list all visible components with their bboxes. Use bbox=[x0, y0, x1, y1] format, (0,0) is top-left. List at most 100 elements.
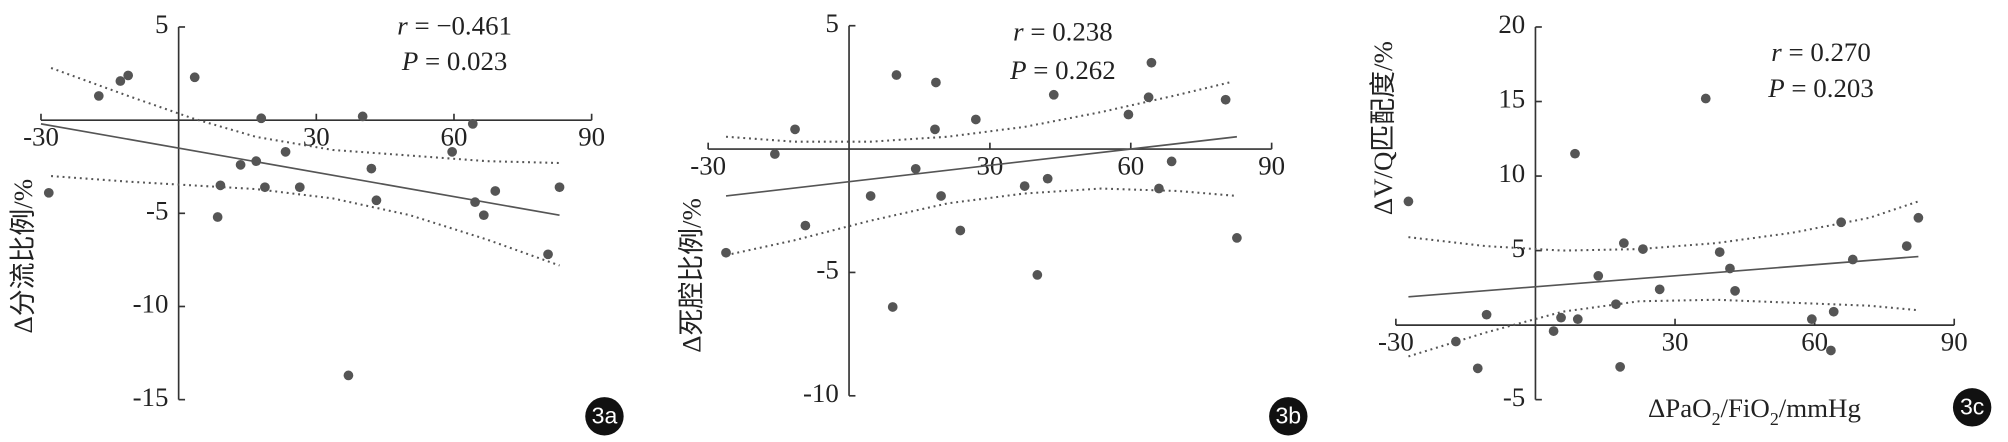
point bbox=[1826, 345, 1836, 356]
point bbox=[1901, 241, 1912, 251]
point bbox=[1828, 306, 1839, 317]
point bbox=[43, 187, 54, 198]
point bbox=[1232, 233, 1242, 243]
point bbox=[1143, 92, 1154, 103]
point bbox=[554, 182, 565, 193]
x-tick-label: -30 bbox=[690, 150, 726, 180]
point bbox=[910, 163, 921, 174]
point bbox=[1836, 217, 1847, 228]
point bbox=[1572, 314, 1583, 325]
x-tick-label: 30 bbox=[1662, 326, 1689, 356]
stat-label: r = −0.461 bbox=[397, 10, 512, 40]
point bbox=[1725, 263, 1735, 274]
point bbox=[1481, 309, 1492, 320]
x-axis-label-part: /FiO bbox=[1721, 393, 1770, 423]
x-axis-label-part: ΔPaO bbox=[1648, 393, 1712, 423]
point bbox=[256, 113, 267, 124]
stat-value: = 0.203 bbox=[1785, 73, 1874, 103]
point bbox=[490, 186, 501, 196]
y-tick-label: -5 bbox=[1503, 382, 1525, 412]
point bbox=[1166, 156, 1177, 167]
stat-symbol: r bbox=[1013, 17, 1024, 47]
confidence-band-lower bbox=[51, 175, 560, 267]
point bbox=[447, 146, 458, 157]
point bbox=[1618, 238, 1629, 248]
y-tick-label: 5 bbox=[825, 8, 838, 38]
point bbox=[343, 370, 354, 381]
point bbox=[790, 124, 800, 135]
point bbox=[357, 111, 368, 122]
y-tick-label: -10 bbox=[133, 289, 169, 319]
point bbox=[212, 212, 223, 222]
x-tick-label: -30 bbox=[1378, 326, 1414, 356]
stat-value: = 0.262 bbox=[1027, 55, 1116, 85]
point bbox=[260, 182, 270, 193]
point bbox=[470, 197, 480, 208]
point bbox=[1806, 314, 1817, 325]
point bbox=[251, 156, 262, 167]
y-axis-label: Δ分流比例/% bbox=[8, 179, 38, 334]
point bbox=[115, 76, 126, 86]
point bbox=[235, 160, 246, 170]
confidence-band-lower bbox=[725, 187, 1237, 257]
point bbox=[955, 225, 966, 236]
y-tick-label: 10 bbox=[1498, 158, 1525, 188]
point bbox=[1847, 254, 1858, 265]
point bbox=[1048, 89, 1059, 100]
point bbox=[543, 249, 553, 260]
stat-symbol: P bbox=[1009, 55, 1026, 85]
stat-label: P = 0.023 bbox=[401, 46, 508, 76]
point bbox=[280, 146, 291, 157]
point bbox=[189, 72, 200, 83]
point bbox=[1730, 285, 1740, 296]
point bbox=[1032, 270, 1043, 280]
point bbox=[1638, 244, 1648, 254]
point bbox=[721, 247, 731, 258]
point bbox=[1913, 212, 1924, 223]
panel-badge-label: 3c bbox=[1960, 394, 1984, 420]
point bbox=[1220, 94, 1231, 105]
point bbox=[1472, 363, 1483, 374]
stat-symbol: r bbox=[1771, 37, 1782, 67]
point bbox=[371, 195, 382, 206]
point bbox=[1146, 57, 1157, 68]
panel-badge-label: 3a bbox=[592, 403, 618, 429]
stat-label: r = 0.238 bbox=[1013, 17, 1113, 47]
y-tick-label: 20 bbox=[1498, 9, 1525, 39]
x-axis-label-part: 2 bbox=[1712, 409, 1721, 429]
stat-value: = 0.023 bbox=[418, 46, 507, 76]
x-tick-label: 60 bbox=[441, 122, 468, 152]
point bbox=[294, 182, 305, 193]
stat-value: = 0.238 bbox=[1024, 17, 1113, 47]
point bbox=[1654, 284, 1665, 295]
point bbox=[123, 70, 134, 81]
stat-value: = −0.461 bbox=[408, 10, 512, 40]
point bbox=[1700, 93, 1711, 104]
stat-label: r = 0.270 bbox=[1771, 37, 1871, 67]
y-tick-label: -15 bbox=[133, 382, 169, 412]
point bbox=[1615, 361, 1626, 372]
point bbox=[887, 302, 898, 312]
point bbox=[1714, 247, 1725, 257]
point bbox=[1611, 299, 1621, 310]
y-axis-label: ΔV/Q匹配度/% bbox=[1368, 41, 1398, 215]
panel-badge bbox=[1952, 388, 1992, 427]
point bbox=[1548, 326, 1559, 336]
point bbox=[1403, 196, 1414, 207]
y-axis-label: Δ死腔比例/% bbox=[676, 198, 706, 353]
stat-value: = 0.270 bbox=[1782, 37, 1871, 67]
regression-line bbox=[40, 123, 560, 216]
stat-symbol: P bbox=[401, 46, 418, 76]
point bbox=[366, 163, 377, 174]
point bbox=[936, 191, 946, 201]
x-tick-label: 60 bbox=[1801, 326, 1828, 356]
confidence-band-upper bbox=[50, 67, 560, 165]
confidence-band-upper bbox=[1408, 200, 1919, 252]
point bbox=[1451, 336, 1461, 347]
point bbox=[931, 77, 941, 88]
x-axis-label-part: /mmHg bbox=[1779, 393, 1861, 423]
stat-symbol: P bbox=[1767, 73, 1784, 103]
point bbox=[1154, 183, 1164, 194]
point bbox=[865, 191, 876, 201]
